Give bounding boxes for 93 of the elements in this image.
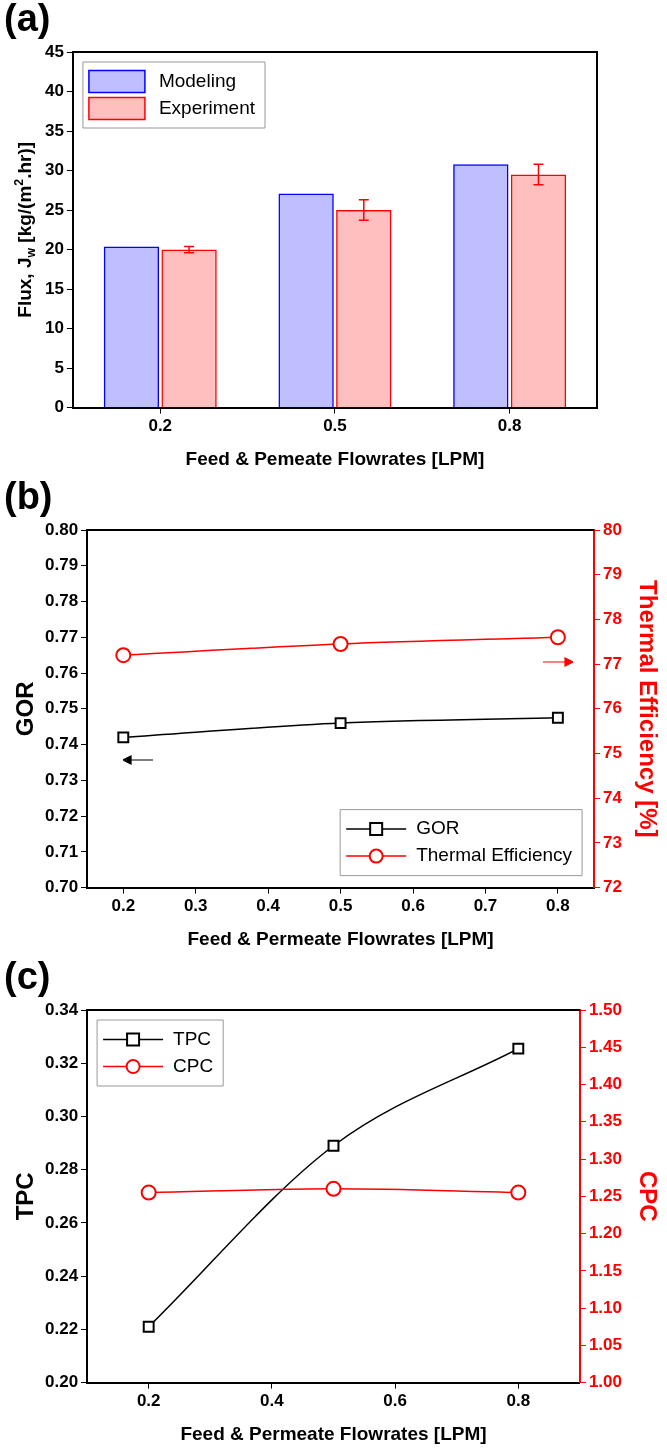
chart-title: (b) [4,475,53,518]
point [334,717,347,730]
x-axis-title: Feed & Pemeate Flowrates [LPM] [185,448,485,470]
y2-tick-label: 80 [603,519,623,539]
y-tick-label: 20 [44,239,64,259]
point [551,711,564,724]
point [117,731,130,744]
bar [161,249,217,408]
legend-label: Thermal Efficiency [416,844,573,866]
y-tick-label: 0.79 [44,555,79,575]
y2-tick-label: 1.20 [588,1223,623,1243]
y-tick-label: 5 [54,357,64,377]
x-axis-title: Feed & Permeate Flowrates [LPM] [180,1423,487,1445]
x-tick-label: 0.6 [383,1391,407,1411]
y-tick-label: 0.20 [44,1372,79,1392]
y2-tick-label: 1.15 [588,1260,623,1280]
y-tick-label: 0.78 [44,591,79,611]
y-tick-label: 35 [44,120,64,140]
legend-label: Modeling [158,69,237,91]
y2-tick-label: 1.35 [588,1111,623,1131]
y-tick-label: 0.26 [44,1212,79,1232]
bar [103,246,160,408]
y-tick-label: 0.28 [44,1159,79,1179]
x-tick-label: 0.8 [497,416,522,436]
y2-axis-title: CPC [635,1170,663,1222]
y2-tick-label: 1.25 [588,1185,623,1205]
x-tick-label: 0.6 [401,896,425,916]
x-tick-label: 0.8 [506,1391,531,1411]
y-axis-title: Flux, Jw [kg/(m2.hr)] [11,141,39,318]
y-tick-label: 0.24 [44,1265,79,1285]
y-tick-label: 0 [54,397,64,417]
y2-tick-label: 1.30 [588,1148,623,1168]
y2-tick-label: 73 [603,832,623,852]
legend-label: CPC [173,1054,214,1076]
bar [278,193,334,408]
y-tick-label: 25 [44,199,64,219]
y-tick-label: 0.76 [44,662,79,682]
y2-tick-label: 1.40 [588,1074,623,1094]
x-tick-label: 0.8 [546,896,570,916]
y2-tick-label: 78 [603,609,623,629]
y-tick-label: 0.80 [44,519,79,539]
y-tick-label: 40 [44,81,64,101]
y-axis-title: GOR [10,681,38,737]
y2-tick-label: 74 [603,787,623,807]
x-axis-title: Feed & Permeate Flowrates [LPM] [187,928,494,950]
y-tick-label: 0.71 [44,841,79,861]
y-tick-label: 10 [44,318,64,338]
y2-tick-label: 72 [603,877,623,897]
y2-tick-label: 1.45 [588,1036,623,1056]
y2-tick-label: 76 [603,698,623,718]
y-tick-label: 0.72 [44,805,79,825]
legend-label: Experiment [158,96,256,118]
y-tick-label: 0.75 [44,698,79,718]
y-tick-label: 45 [44,41,64,61]
y2-tick-label: 75 [603,743,623,763]
y-tick-label: 0.34 [44,999,79,1019]
y-tick-label: 0.32 [44,1052,79,1072]
y2-tick-label: 1.50 [588,999,623,1019]
y-tick-label: 0.73 [44,770,79,790]
point [332,635,349,652]
y-tick-label: 0.77 [44,626,79,646]
x-tick-label: 0.4 [260,1391,285,1411]
y-axis-title: TPC [10,1172,38,1221]
point [142,1320,155,1333]
y2-tick-label: 77 [603,653,623,673]
x-tick-label: 0.7 [473,896,498,916]
y-tick-label: 0.70 [44,877,79,897]
y2-tick-label: 1.10 [588,1297,623,1317]
chart-title: (c) [4,955,51,998]
point [512,1042,525,1055]
legend-label: TPC [173,1027,212,1049]
y-tick-label: 0.74 [44,734,79,754]
x-tick-label: 0.2 [111,896,136,916]
x-tick-label: 0.5 [323,416,347,436]
point [115,647,132,664]
x-tick-label: 0.4 [256,896,281,916]
bar [453,164,509,408]
y-tick-label: 0.30 [44,1106,79,1126]
y2-axis-title: Thermal Efficiency [%] [635,580,663,838]
x-tick-label: 0.5 [328,896,353,916]
y-tick-label: 30 [44,160,64,180]
y-tick-label: 15 [44,278,64,298]
chart-title: (a) [4,0,51,40]
x-tick-label: 0.2 [148,416,173,436]
y2-tick-label: 79 [603,564,623,584]
legend-label: GOR [416,817,460,839]
x-tick-label: 0.2 [136,1391,161,1411]
point [327,1139,340,1152]
y-tick-label: 0.22 [44,1319,79,1339]
y2-tick-label: 1.05 [588,1335,623,1355]
y2-tick-label: 1.00 [588,1372,623,1392]
x-tick-label: 0.3 [183,896,208,916]
point [549,629,566,646]
